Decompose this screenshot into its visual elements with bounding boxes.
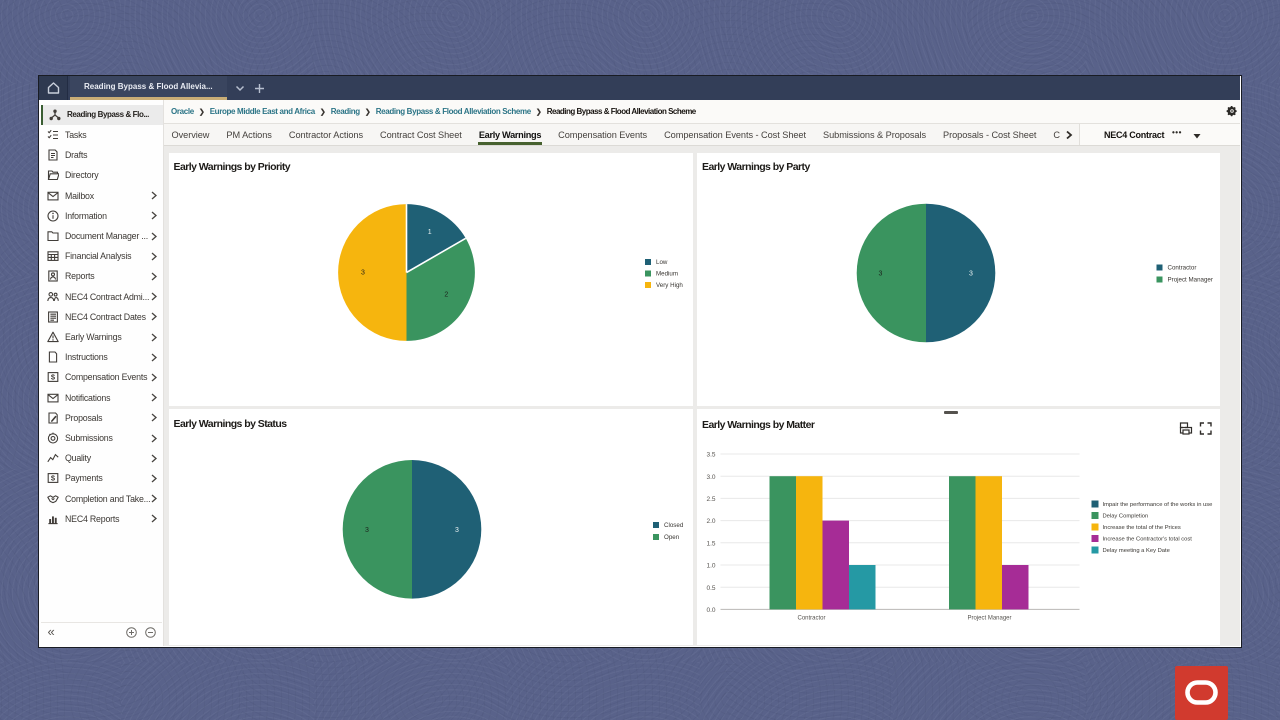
- svg-text:Very High: Very High: [656, 282, 683, 289]
- svg-text:Increase the total of the Pric: Increase the total of the Prices: [1103, 525, 1181, 531]
- svg-text:0.5: 0.5: [706, 584, 715, 591]
- svg-text:3: 3: [969, 271, 973, 278]
- svg-text:2.5: 2.5: [706, 496, 715, 503]
- svg-text:3: 3: [879, 271, 883, 278]
- svg-text:Increase the Contractor's tota: Increase the Contractor's total cost: [1103, 536, 1193, 542]
- svg-text:Closed: Closed: [664, 522, 684, 529]
- svg-text:Medium: Medium: [656, 271, 678, 278]
- svg-text:3.0: 3.0: [706, 473, 715, 480]
- svg-text:3.5: 3.5: [706, 451, 715, 458]
- svg-text:1.5: 1.5: [706, 540, 715, 547]
- svg-text:Open: Open: [664, 534, 680, 541]
- svg-text:1: 1: [427, 229, 431, 236]
- svg-text:$: $: [51, 373, 56, 382]
- svg-text:Low: Low: [656, 259, 668, 266]
- svg-text:0.0: 0.0: [706, 607, 715, 614]
- svg-text:2: 2: [444, 292, 448, 299]
- svg-text:3: 3: [361, 270, 365, 277]
- svg-text:2.0: 2.0: [706, 518, 715, 525]
- svg-text:3: 3: [455, 527, 459, 534]
- svg-text:Project Manager: Project Manager: [967, 615, 1011, 621]
- svg-text:1.0: 1.0: [706, 562, 715, 569]
- svg-text:Delay Completion: Delay Completion: [1103, 513, 1149, 519]
- svg-text:Contractor: Contractor: [1168, 265, 1197, 272]
- svg-text:Impair the performance of the: Impair the performance of the works in u…: [1103, 502, 1213, 508]
- svg-text:$: $: [51, 474, 56, 483]
- svg-text:Project Manager: Project Manager: [1168, 277, 1213, 284]
- svg-text:3: 3: [365, 527, 369, 534]
- svg-text:Contractor: Contractor: [797, 615, 825, 621]
- svg-text:Delay meeting a Key Date: Delay meeting a Key Date: [1103, 548, 1170, 554]
